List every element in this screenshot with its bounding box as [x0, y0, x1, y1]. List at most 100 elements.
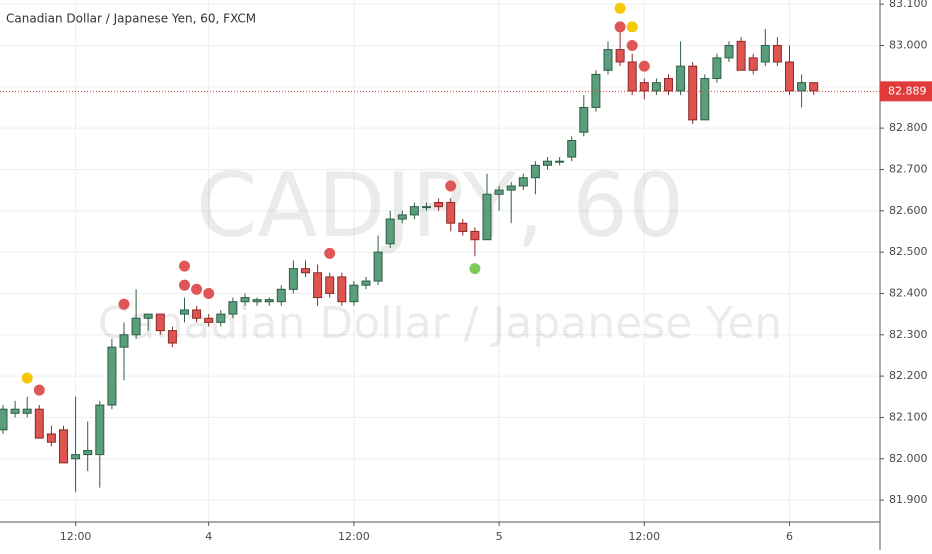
candle-body [10, 408, 20, 414]
signal-marker [626, 39, 638, 51]
signal-marker [203, 287, 215, 299]
candle-body [724, 44, 734, 59]
candle-body [252, 299, 262, 303]
candle-body [192, 309, 202, 319]
x-tick-label: 12:00 [628, 530, 660, 543]
signal-marker [614, 2, 626, 14]
candle-body [506, 185, 516, 191]
candle-body [325, 276, 335, 294]
candle-body [143, 313, 153, 319]
candle-body [204, 317, 214, 323]
candle-body [155, 313, 165, 332]
candle-body [579, 106, 589, 133]
candle-body [167, 330, 177, 344]
x-tick-label: 5 [496, 530, 503, 543]
y-tick-label: 82.200 [889, 369, 928, 382]
candle-body [313, 272, 323, 299]
candle-body [361, 280, 371, 286]
signal-marker [445, 180, 457, 192]
candle-body [409, 206, 419, 216]
y-tick-label: 82.400 [889, 286, 928, 299]
last-price-tag [880, 81, 932, 102]
candle-body [603, 49, 613, 71]
candle-body [446, 202, 456, 224]
candle-body [337, 276, 347, 303]
candle-body [22, 408, 32, 414]
signal-marker [33, 384, 45, 396]
candle-body [240, 297, 250, 303]
candle-body [785, 61, 794, 92]
candle-body [71, 454, 81, 460]
signal-marker [179, 279, 190, 291]
candle-body [276, 288, 286, 303]
candle-body [46, 433, 56, 443]
signal-marker [638, 60, 650, 72]
candle-body [760, 44, 770, 63]
candle-body [385, 218, 395, 245]
candle-body [567, 140, 577, 158]
signal-marker [469, 263, 481, 275]
candle-body [458, 222, 468, 232]
candle-body [700, 78, 710, 121]
y-tick-label: 82.500 [889, 245, 928, 258]
candle-body [264, 299, 274, 303]
candle-body [809, 82, 819, 92]
candle-body [797, 82, 807, 92]
candle-body [349, 284, 359, 303]
x-tick-label: 12:00 [338, 530, 370, 543]
y-tick-label: 82.700 [889, 162, 928, 175]
y-tick-label: 83.000 [889, 38, 928, 51]
y-tick-label: 82.300 [889, 328, 928, 341]
candle-body [530, 164, 540, 179]
chart-title: Canadian Dollar / Japanese Yen, 60, FXCM [6, 12, 256, 26]
candle-body [470, 230, 480, 241]
candle-body [736, 40, 746, 71]
candle-body [83, 449, 93, 456]
candle-body [748, 57, 758, 71]
candle-body [627, 61, 637, 92]
signal-marker [179, 260, 190, 272]
candle-body [34, 408, 44, 439]
candle-body [422, 206, 431, 209]
y-tick-label: 82.100 [889, 410, 928, 423]
candle-body [615, 49, 625, 63]
signal-marker [21, 372, 33, 384]
x-tick-label: 4 [205, 530, 212, 543]
candle-body [397, 214, 407, 220]
candle-body [228, 301, 238, 315]
candle-body [107, 346, 117, 406]
candle-body [95, 404, 105, 456]
candle-body [676, 65, 686, 92]
y-tick-label: 83.100 [889, 0, 928, 10]
candle-body [555, 160, 565, 163]
y-tick-label: 82.600 [889, 204, 928, 217]
y-tick-label: 82.000 [889, 452, 928, 465]
signal-marker [118, 298, 130, 310]
candle-body [301, 268, 310, 274]
candle-body [180, 309, 189, 315]
candle-body [216, 313, 226, 323]
signal-marker [324, 247, 336, 259]
candle-body [651, 82, 661, 92]
y-tick-label: 82.800 [889, 121, 928, 134]
candle-body [482, 193, 492, 241]
signal-marker [626, 21, 638, 33]
candle-body [494, 189, 504, 195]
candle-body [373, 251, 383, 282]
candle-body [664, 78, 673, 92]
candle-body [772, 44, 782, 63]
y-tick-label: 81.900 [889, 493, 928, 506]
signal-marker [614, 21, 626, 33]
candle-body [639, 82, 649, 92]
candle-body [288, 268, 298, 290]
candle-body [0, 408, 8, 431]
candle-body [543, 160, 552, 166]
watermark-subtitle: Canadian Dollar / Japanese Yen [98, 298, 782, 349]
candle-body [712, 57, 722, 80]
x-tick-label: 12:00 [60, 530, 92, 543]
candle-body [59, 429, 68, 464]
candle-body [518, 177, 528, 187]
candle-body [688, 65, 698, 121]
candle-body [434, 202, 444, 208]
